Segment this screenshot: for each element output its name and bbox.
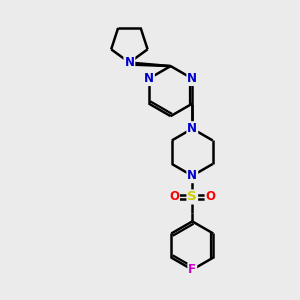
Text: N: N: [187, 169, 197, 182]
Text: N: N: [187, 72, 197, 85]
Text: N: N: [144, 72, 154, 85]
Text: N: N: [187, 122, 197, 135]
Text: O: O: [169, 190, 179, 203]
Text: N: N: [124, 56, 134, 69]
Text: O: O: [206, 190, 215, 203]
Text: F: F: [188, 263, 196, 276]
Text: S: S: [188, 190, 197, 203]
